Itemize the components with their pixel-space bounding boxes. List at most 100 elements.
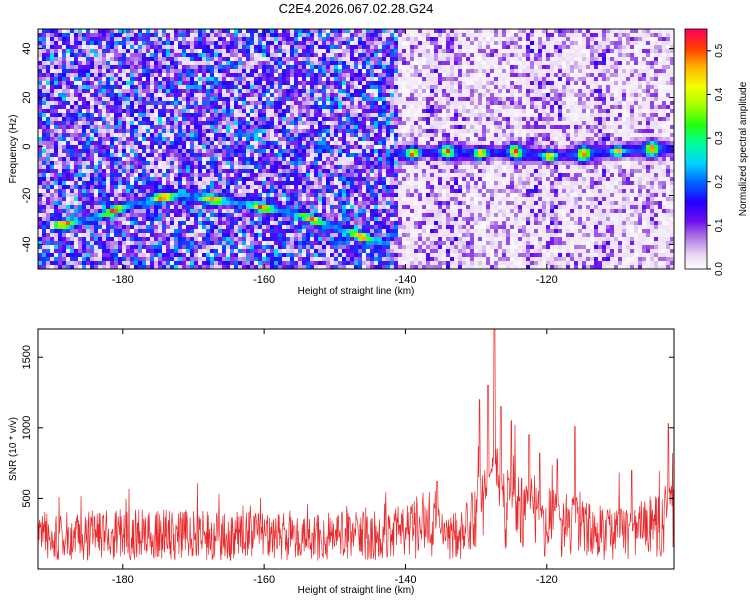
heatmap-cell — [138, 197, 143, 202]
heatmap-cell — [206, 253, 211, 258]
heatmap-cell — [206, 237, 211, 242]
heatmap-cell — [66, 85, 71, 90]
heatmap-cell — [258, 201, 263, 206]
heatmap-cell — [230, 61, 235, 66]
heatmap-cell — [186, 85, 191, 90]
heatmap-cell — [106, 53, 111, 58]
heatmap-cell — [90, 265, 95, 269]
heatmap-cell — [198, 77, 203, 82]
heatmap-cell — [250, 173, 255, 178]
heatmap-cell — [102, 61, 107, 66]
heatmap-cell — [70, 209, 75, 214]
heatmap-cell — [358, 161, 363, 166]
heatmap-cell — [146, 185, 151, 190]
heatmap-cell — [322, 141, 327, 146]
heatmap-cell — [234, 225, 239, 230]
heatmap-cell — [306, 169, 311, 174]
heatmap-cell — [314, 65, 319, 70]
heatmap-cell — [130, 105, 135, 110]
heatmap-cell — [134, 201, 139, 206]
heatmap-cell — [106, 189, 111, 194]
heatmap-cell — [70, 109, 75, 114]
heatmap-cell — [210, 133, 215, 138]
heatmap-cell — [38, 53, 43, 58]
heatmap-cell — [242, 261, 247, 266]
heatmap-cell — [170, 45, 175, 50]
heatmap-cell — [58, 221, 63, 226]
heatmap-cell — [162, 29, 167, 34]
heatmap-cell — [310, 161, 315, 166]
heatmap-cell — [330, 29, 335, 34]
heatmap-cell — [274, 73, 279, 78]
heatmap-cell — [110, 145, 115, 150]
heatmap-cell — [242, 93, 247, 98]
heatmap-cell — [298, 185, 303, 190]
heatmap-cell — [86, 265, 91, 269]
heatmap-cell — [318, 53, 323, 58]
heatmap-cell — [114, 225, 119, 230]
heatmap-cell — [290, 145, 295, 150]
heatmap-cell — [62, 165, 67, 170]
heatmap-cell — [106, 133, 111, 138]
heatmap-cell — [198, 105, 203, 110]
heatmap-cell — [114, 77, 119, 82]
heatmap-cell — [318, 101, 323, 106]
heatmap-cell — [146, 89, 151, 94]
heatmap-cell — [210, 117, 215, 122]
heatmap-cell — [170, 241, 175, 246]
heatmap-cell — [110, 205, 115, 210]
heatmap-cell — [274, 45, 279, 50]
heatmap-cell — [266, 241, 271, 246]
heatmap-cell — [166, 37, 171, 42]
heatmap-cell — [254, 165, 259, 170]
heatmap-cell — [230, 101, 235, 106]
heatmap-cell — [346, 97, 351, 102]
heatmap-cell — [202, 217, 207, 222]
heatmap-cell — [366, 197, 371, 202]
heatmap-cell — [318, 69, 323, 74]
heatmap-cell — [310, 185, 315, 190]
heatmap-cell — [282, 173, 287, 178]
heatmap-cell — [174, 213, 179, 218]
heatmap-cell — [78, 133, 83, 138]
heatmap-cell — [322, 213, 327, 218]
heatmap-cell — [246, 97, 251, 102]
heatmap-cell — [270, 33, 275, 38]
heatmap-cell — [282, 193, 287, 198]
heatmap-cell — [354, 221, 359, 226]
heatmap-cell — [282, 157, 287, 162]
heatmap-cell — [218, 101, 223, 106]
heatmap-cell — [106, 93, 111, 98]
heatmap-cell — [106, 101, 111, 106]
heatmap-cell — [62, 229, 67, 234]
heatmap-cell — [46, 45, 51, 50]
heatmap-cell — [94, 133, 99, 138]
heatmap-cell — [110, 173, 115, 178]
heatmap-cell — [262, 229, 267, 234]
heatmap-cell — [178, 45, 183, 50]
heatmap-cell — [358, 77, 363, 82]
heatmap-cell — [174, 241, 179, 246]
heatmap-cell — [106, 193, 111, 198]
heatmap-cell — [138, 261, 143, 266]
heatmap-cell — [90, 177, 95, 182]
heatmap-cell — [226, 89, 231, 94]
heatmap-cell — [54, 241, 59, 246]
heatmap-cell — [118, 241, 123, 246]
heatmap-cell — [42, 217, 47, 222]
heatmap-cell — [354, 197, 359, 202]
heatmap-cell — [266, 145, 271, 150]
heatmap-cell — [150, 89, 155, 94]
heatmap-cell — [310, 113, 315, 118]
heatmap-cell — [134, 197, 139, 202]
heatmap-cell — [174, 105, 179, 110]
heatmap-cell — [102, 173, 107, 178]
heatmap-cell — [266, 233, 271, 238]
heatmap-cell — [278, 257, 283, 262]
heatmap-cell — [58, 153, 63, 158]
heatmap-cell — [38, 73, 43, 78]
heatmap-cell — [306, 233, 311, 238]
heatmap-cell — [270, 117, 275, 122]
heatmap-cell — [234, 221, 239, 226]
heatmap-cell — [286, 213, 291, 218]
